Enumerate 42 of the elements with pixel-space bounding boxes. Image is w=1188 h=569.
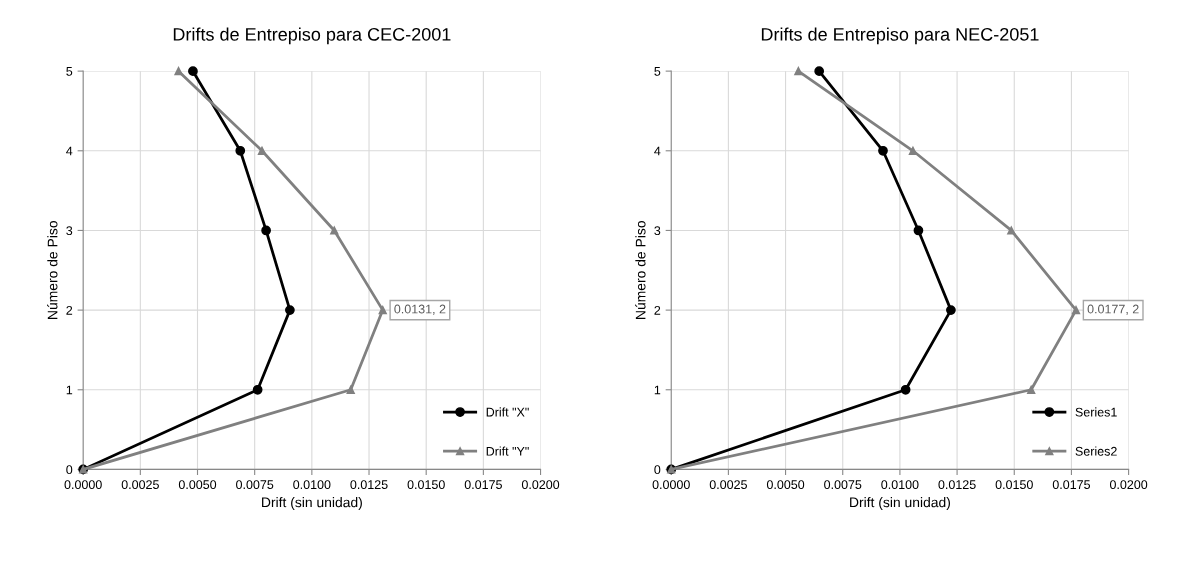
legend-label: Series1 [1075,407,1117,417]
x-tick-label: 0.0150 [995,480,1033,490]
legend-label: Drift "Y" [486,446,529,456]
y-axis-title: Número de Piso [635,221,646,319]
x-tick-label: 0.0050 [178,480,217,490]
y-tick-label: 5 [654,67,661,76]
x-tick-label: 0.0000 [64,480,102,490]
y-tick-label: 3 [66,226,73,236]
x-tick-label: 0.0100 [293,480,331,490]
x-tick-label: 0.0075 [236,480,274,490]
x-tick-label: 0.0100 [881,480,919,490]
annotation: 0.0177, 2 [1087,304,1139,315]
x-tick-label: 0.0175 [1052,480,1091,490]
x-tick-label: 0.0200 [521,480,560,490]
annotation: 0.0131, 2 [394,304,446,315]
x-tick-label: 0.0175 [464,480,502,490]
chart-title: Drifts de Entrepiso para CEC-2001 [173,27,451,45]
legend-label: Drift "X" [486,407,529,417]
y-axis-title: Número de Piso [47,221,58,319]
x-axis-title: Drift (sin unidad) [262,497,362,510]
x-tick-label: 0.0050 [766,480,805,490]
x-tick-label: 0.0200 [1109,480,1148,490]
y-tick-label: 2 [654,305,661,315]
y-tick-label: 2 [66,305,73,315]
x-tick-label: 0.0075 [824,480,862,490]
chart-title: Drifts de Entrepiso para NEC-2051 [761,27,1039,45]
x-tick-label: 0.0025 [121,480,159,490]
y-tick-label: 4 [654,146,661,156]
y-tick-label: 5 [66,67,73,76]
legend-label: Series2 [1075,446,1117,456]
x-tick-label: 0.0000 [652,480,690,490]
x-tick-label: 0.0125 [350,480,388,490]
x-tick-label: 0.0125 [938,480,976,490]
y-tick-label: 0 [66,465,73,475]
x-axis-title: Drift (sin unidad) [850,497,950,510]
y-tick-label: 1 [654,385,661,395]
x-tick-label: 0.0025 [709,480,747,490]
y-tick-label: 0 [654,465,661,475]
y-tick-label: 3 [654,226,661,236]
y-tick-label: 4 [66,146,73,156]
x-tick-label: 0.0150 [407,480,445,490]
y-tick-label: 1 [66,385,73,395]
